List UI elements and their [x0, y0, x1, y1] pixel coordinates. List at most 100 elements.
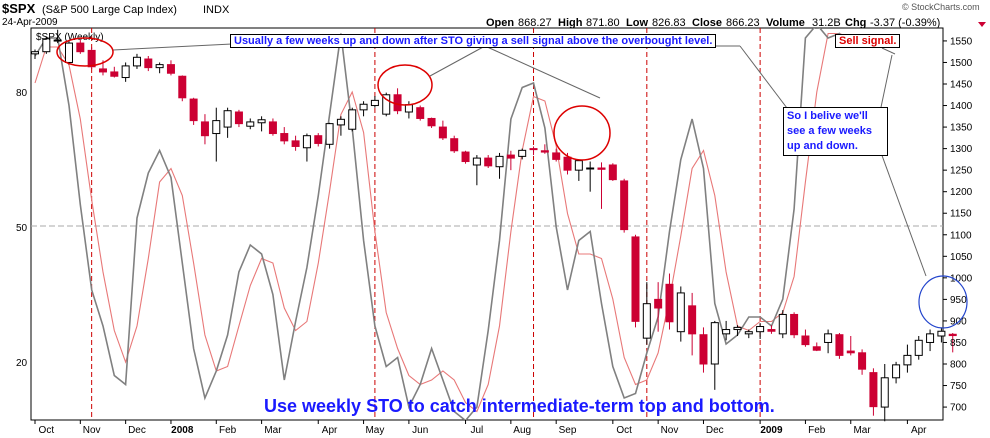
candle-body: [427, 117, 436, 127]
candle-body: [325, 123, 334, 145]
candle-body: [359, 103, 368, 111]
sto-slow-line: [34, 32, 852, 413]
price-tick-label: 950: [950, 295, 967, 306]
candle-body: [926, 333, 935, 343]
sto-tick-label: 80: [16, 88, 28, 99]
candle-body: [812, 346, 821, 351]
x-tick-label: Sep: [559, 425, 577, 436]
candle-body: [461, 151, 470, 163]
price-tick-label: 700: [950, 403, 967, 414]
chg-value: -3.37 (-0.39%): [870, 17, 940, 29]
open-value: 868.27: [518, 17, 552, 29]
x-tick-label: Oct: [616, 425, 632, 436]
sto-axis: 20 50 80: [16, 88, 28, 369]
chg-label: Chg: [845, 17, 866, 29]
candle-body: [676, 292, 685, 333]
sto-tick-label: 50: [16, 223, 28, 234]
price-tick-label: 1250: [950, 166, 973, 177]
candle-body: [801, 335, 810, 346]
price-tick-label: 1400: [950, 101, 973, 112]
volume-value: 31.2B: [812, 17, 841, 29]
candle-body: [869, 372, 878, 408]
candle-body: [790, 313, 799, 336]
legend-label: $SPX (Weekly): [36, 32, 104, 43]
current-circle: [918, 275, 968, 329]
sto-lines: [34, 28, 852, 420]
candle-body: [835, 334, 844, 356]
open-label: Open: [486, 17, 514, 29]
plot-frame: [30, 27, 944, 421]
candle-body: [98, 68, 107, 73]
price-tick-label: 1150: [950, 209, 972, 220]
signal-circle-3: [553, 105, 611, 161]
candle-body: [178, 75, 187, 99]
candle-body: [348, 109, 357, 130]
candle-body: [472, 157, 481, 166]
x-tick-label: 2008: [171, 425, 194, 436]
candle-body: [699, 334, 708, 365]
candle-body: [416, 107, 425, 119]
candle-body: [200, 121, 209, 137]
candle-body: [574, 160, 583, 171]
price-tick-label: 1000: [950, 273, 973, 284]
candle-body: [529, 148, 538, 151]
x-tick-label: Jul: [470, 425, 483, 436]
candle-body: [212, 120, 221, 135]
x-tick-label: Jun: [412, 425, 428, 436]
candle-body: [563, 156, 572, 171]
candle-body: [87, 49, 96, 68]
candle-body: [189, 98, 198, 122]
candle-body: [438, 126, 447, 139]
candle-body: [824, 333, 833, 343]
sto-tick-label: 20: [16, 358, 28, 369]
candle-body: [948, 333, 957, 337]
candle-body: [257, 119, 266, 124]
x-tick-label: Dec: [706, 425, 724, 436]
bottom-note: Use weekly STO to catch intermediate-ter…: [264, 396, 775, 416]
x-tick-label: Apr: [322, 425, 338, 436]
price-tick-label: 1550: [950, 36, 973, 47]
price-tick-label: 800: [950, 360, 967, 371]
x-tick-label: Nov: [83, 425, 101, 436]
high-label: High: [558, 17, 583, 29]
x-tick-label: Nov: [661, 425, 679, 436]
candle-body: [144, 58, 153, 69]
candle-body: [937, 330, 946, 337]
candle-body: [246, 121, 255, 127]
x-tick-label: Mar: [264, 425, 282, 436]
candle-body: [744, 331, 753, 335]
candle-body: [722, 329, 731, 335]
signal-lines: [91, 28, 761, 420]
index-name: (S&P 500 Large Cap Index): [42, 4, 177, 16]
exchange: INDX: [203, 4, 230, 16]
price-tick-label: 850: [950, 338, 967, 349]
candle-body: [280, 133, 289, 142]
candle-body: [64, 42, 73, 63]
price-tick-label: 1350: [950, 123, 973, 134]
volume-label: Volume: [766, 17, 805, 29]
candle-body: [518, 149, 527, 157]
candle-body: [268, 121, 277, 135]
x-tick-label: Apr: [911, 425, 927, 436]
candle-body: [31, 51, 39, 55]
x-tick-label: Feb: [219, 425, 237, 436]
candle-body: [608, 164, 617, 181]
candle-body: [778, 313, 787, 335]
candle-body: [484, 157, 493, 167]
sto-fast-line: [34, 28, 852, 420]
candle-body: [733, 326, 742, 331]
candle-body: [597, 167, 606, 170]
x-tick-label: 2009: [760, 425, 783, 436]
candle-body: [631, 236, 640, 322]
candle-body: [382, 94, 391, 115]
candle-body: [291, 140, 300, 147]
candle-body: [688, 305, 697, 335]
candle-body: [586, 167, 595, 170]
candle-body: [495, 155, 504, 168]
low-value: 826.83: [652, 17, 686, 29]
candle-body: [121, 65, 130, 79]
close-label: Close: [692, 17, 722, 29]
candle-body: [858, 352, 867, 370]
price-tick-label: 1500: [950, 58, 973, 69]
